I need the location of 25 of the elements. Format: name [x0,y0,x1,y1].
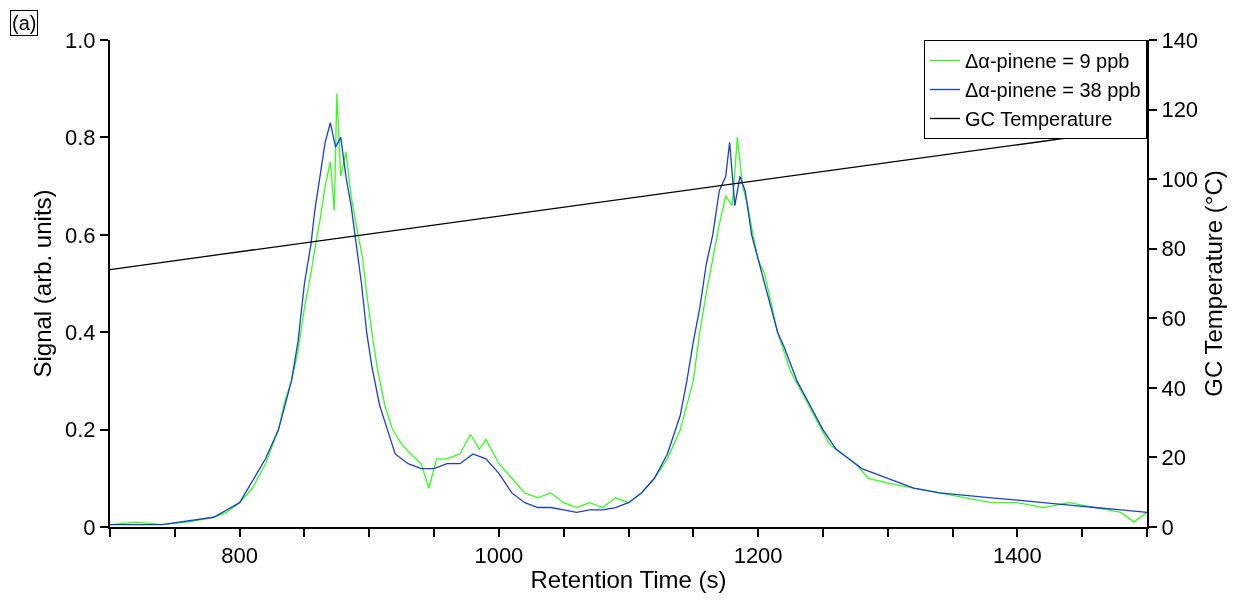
y2-tick-label: 40 [1161,375,1186,401]
y-tick-label: 0.6 [65,222,96,248]
y-tick-label: 1.0 [65,27,96,53]
y2-tick-label: 120 [1161,97,1199,123]
y-tick-label: 0.2 [65,417,96,443]
y2-tick-label: 80 [1161,236,1186,262]
y2-tick-label: 0 [1161,514,1174,540]
x-tick-label: 800 [221,543,258,569]
x-tick-label: 1200 [733,543,783,569]
y2-tick-label: 140 [1161,27,1199,53]
x-tick-label: 1400 [992,543,1042,569]
y-tick-label: 0 [83,514,96,540]
legend-label: Δα-pinene = 9 ppb [965,50,1130,73]
y-tick-label: 0.8 [65,125,96,151]
y2-tick-label: 60 [1161,305,1186,331]
x-tick-label: 1000 [474,543,524,569]
y2-tick-label: 20 [1161,445,1186,471]
y2-tick-label: 100 [1161,166,1199,192]
y-axis-title: Signal (arb. units) [29,189,56,378]
text: (a) [12,12,37,34]
legend-label: Δα-pinene = 38 ppb [965,79,1141,102]
x-axis-title: Retention Time (s) [530,566,727,594]
y-tick-label: 0.4 [65,319,96,345]
y2-axis-title: GC Temperature (°C) [1200,170,1228,397]
legend-label: GC Temperature [965,108,1113,131]
